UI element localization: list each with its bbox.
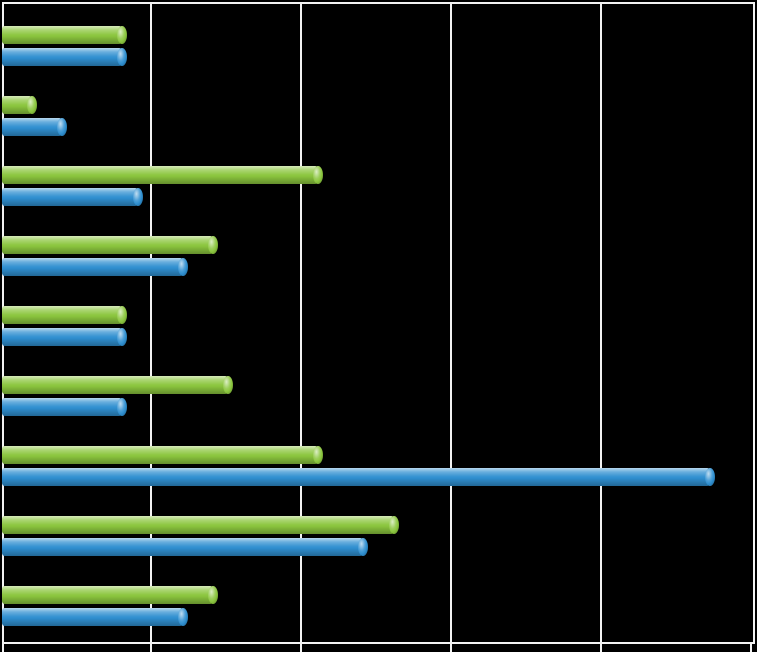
bar-body [2, 586, 213, 604]
bar-series-b [2, 328, 122, 346]
bar-series-a [2, 586, 213, 604]
bar-series-b [2, 538, 363, 556]
bar-series-b [2, 48, 122, 66]
bar-body [2, 516, 394, 534]
bar-series-b [2, 118, 62, 136]
bar-series-a [2, 446, 318, 464]
bar-series-a [2, 236, 213, 254]
bar-body [2, 26, 122, 44]
bar-series-a [2, 516, 394, 534]
bar-series-b [2, 188, 138, 206]
bar-body [2, 608, 183, 626]
bar-body [2, 118, 62, 136]
bar-body [2, 236, 213, 254]
bar-body [2, 166, 318, 184]
bar-series-b [2, 258, 183, 276]
bar-series-a [2, 166, 318, 184]
bar-series-a [2, 376, 228, 394]
horizontal-bar-chart [2, 2, 755, 642]
grid-line [450, 4, 452, 644]
grid-line [600, 4, 602, 644]
bar-body [2, 446, 318, 464]
bar-series-a [2, 26, 122, 44]
bar-body [2, 328, 122, 346]
bar-series-b [2, 608, 183, 626]
bar-body [2, 48, 122, 66]
bar-series-b [2, 468, 710, 486]
x-axis-baseline [2, 642, 755, 644]
bar-series-b [2, 398, 122, 416]
bar-body [2, 468, 710, 486]
bar-body [2, 188, 138, 206]
bar-series-a [2, 306, 122, 324]
bar-body [2, 376, 228, 394]
bar-body [2, 306, 122, 324]
bar-body [2, 538, 363, 556]
bar-series-a [2, 96, 32, 114]
bar-body [2, 258, 183, 276]
bar-body [2, 96, 32, 114]
bar-body [2, 398, 122, 416]
